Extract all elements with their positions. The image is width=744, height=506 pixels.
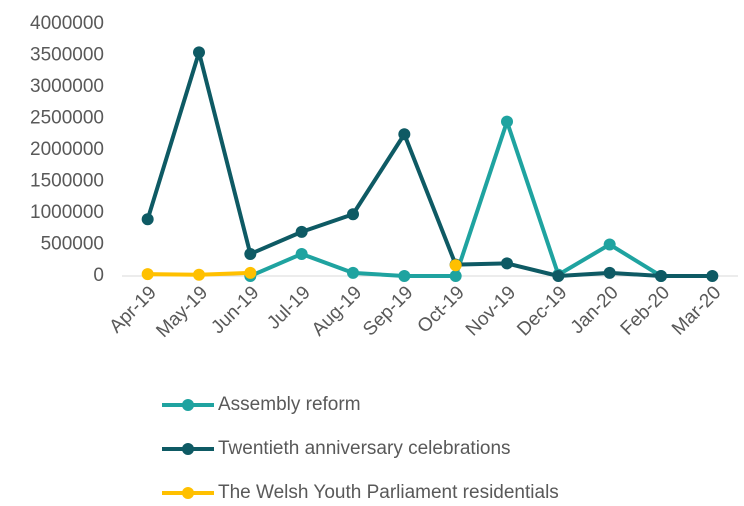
data-point [603,266,616,279]
x-tick-label: Feb-20 [617,282,674,339]
x-tick-label: Oct-19 [414,282,469,337]
y-tick-label: 2500000 [30,108,104,129]
data-point [603,238,616,251]
x-tick-label: Dec-19 [513,282,571,340]
x-tick-label: Aug-19 [308,282,366,340]
y-tick-label: 3000000 [30,76,104,97]
data-point [449,270,462,282]
data-point [347,266,359,279]
legend-label: Twentieth anniversary celebrations [218,438,511,459]
y-tick-label: 500000 [41,234,104,255]
x-tick-label: Nov-19 [462,282,520,340]
data-point [244,247,257,260]
data-point [347,208,359,221]
data-point [552,270,565,282]
x-tick-label: Jun-19 [207,282,263,338]
legend-marker [182,487,194,499]
legend-label: The Welsh Youth Parliament residentials [218,482,559,503]
data-point [655,270,667,282]
data-point [295,225,308,238]
x-tick-label: Mar-20 [668,282,725,339]
data-point [193,268,205,281]
data-point [141,268,154,281]
x-tick-label: Apr-19 [106,282,161,337]
data-point [193,46,205,59]
x-tick-label: Sep-19 [359,282,417,340]
x-tick-label: May-19 [152,282,212,342]
data-point [398,128,411,141]
data-point [449,259,462,272]
series-line [145,50,713,278]
data-point [398,270,411,282]
legend-marker [182,399,194,411]
y-tick-label: 4000000 [30,13,104,34]
legend-marker [182,443,194,455]
y-tick-label: 0 [93,265,104,286]
y-tick-label: 3500000 [30,45,104,66]
data-point [295,247,308,260]
data-point [501,257,513,270]
y-tick-label: 2000000 [30,139,104,160]
data-point [141,213,154,226]
series-line [249,119,663,278]
y-tick-label: 1500000 [30,171,104,192]
data-point [706,270,719,282]
data-point [244,266,257,279]
y-tick-label: 1000000 [30,202,104,223]
x-tick-label: Jan-20 [567,282,623,338]
data-point [501,115,513,128]
legend-label: Assembly reform [218,394,361,415]
